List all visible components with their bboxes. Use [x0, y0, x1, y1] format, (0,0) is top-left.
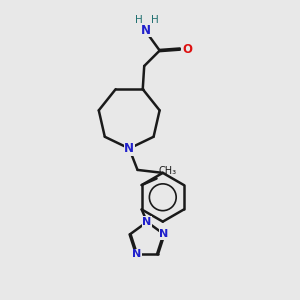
Text: N: N	[159, 229, 169, 239]
Text: N: N	[132, 249, 141, 259]
Text: O: O	[182, 43, 192, 56]
Text: N: N	[124, 142, 134, 155]
Text: H: H	[151, 15, 159, 25]
Text: H: H	[135, 15, 143, 25]
Text: N: N	[142, 217, 152, 227]
Text: CH₃: CH₃	[159, 166, 177, 176]
Text: N: N	[141, 24, 151, 37]
